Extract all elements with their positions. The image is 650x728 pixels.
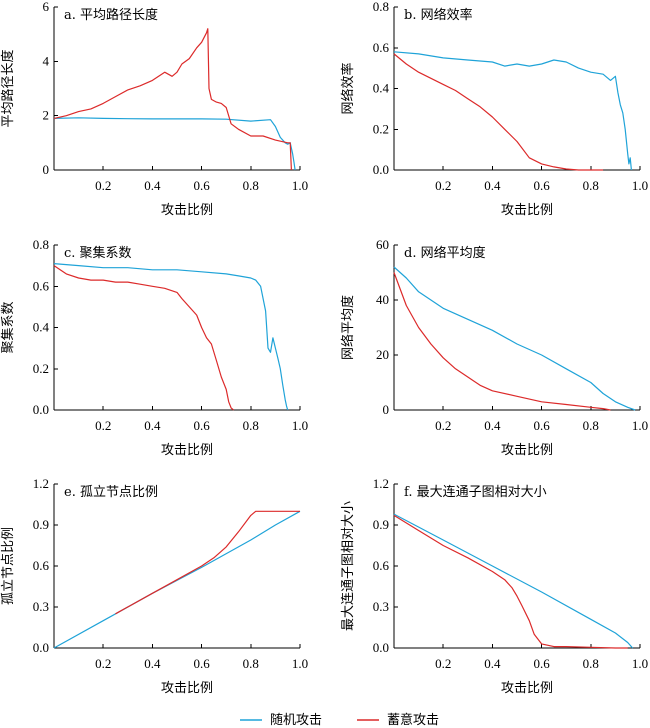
y-tick-label: 0: [43, 162, 50, 177]
x-axis-title: 攻击比例: [501, 203, 553, 218]
y-axis-title: 网络效率: [340, 62, 356, 114]
series-line-random: [393, 51, 632, 171]
series-line-random: [53, 510, 301, 649]
x-tick-label: 0.8: [243, 418, 259, 433]
x-tick-label: 0.2: [95, 178, 111, 193]
legend: 随机攻击 蓄意攻击: [240, 712, 439, 728]
y-tick-label: 20: [376, 347, 389, 362]
panel-b: 0.0 0.2 0.4 0.6 0.8 0.2 0.4 0.6 0.8 1.0 b. 网络效率攻击比…: [340, 0, 648, 218]
y-tick-label: 0.0: [33, 640, 49, 655]
x-tick-label: 0.4: [484, 418, 501, 433]
y-tick-label: 0.3: [373, 599, 389, 614]
panel-e: 0.0 0.3 0.6 0.9 1.2 0.2 0.4 0.6 0.8 1.0 e. 孤立节点比例攻…: [1, 476, 308, 696]
x-tick-label: 0.8: [583, 656, 599, 671]
y-tick-label: 1.2: [373, 476, 389, 491]
x-tick-label: 0.4: [484, 656, 501, 671]
x-tick-label: 1.0: [632, 418, 648, 433]
series-line-random: [53, 117, 296, 171]
x-tick-label: 0.4: [144, 418, 161, 433]
y-tick-label: 0.6: [33, 558, 50, 573]
x-tick-label: 0.8: [243, 656, 259, 671]
panel-title: f. 最大连通子图相对大小: [404, 484, 547, 500]
x-tick-label: 0.2: [435, 178, 451, 193]
y-tick-label: 0.9: [33, 517, 49, 532]
x-tick-label: 0.6: [533, 656, 550, 671]
y-tick-label: 0.8: [33, 237, 49, 252]
x-tick-label: 0.4: [144, 178, 161, 193]
y-axis-title: 孤立节点比例: [1, 527, 16, 605]
y-tick-label: 0.3: [33, 599, 49, 614]
x-tick-label: 0.2: [95, 656, 111, 671]
legend-label-targeted: 蓄意攻击: [387, 712, 439, 728]
x-tick-label: 0.4: [484, 178, 501, 193]
y-axis-title: 网络平均度: [340, 295, 356, 360]
x-tick-label: 0.8: [583, 418, 599, 433]
y-tick-label: 0.6: [373, 40, 390, 55]
series-line-targeted: [393, 514, 628, 649]
y-tick-label: 0.0: [33, 402, 49, 417]
x-tick-label: 1.0: [292, 418, 308, 433]
x-tick-label: 0.6: [193, 178, 210, 193]
x-tick-label: 0.2: [435, 418, 451, 433]
y-tick-label: 0.0: [373, 640, 389, 655]
y-tick-label: 0.4: [33, 320, 50, 335]
x-tick-label: 0.2: [435, 656, 451, 671]
y-tick-label: 0.6: [33, 278, 50, 293]
x-tick-label: 0.6: [193, 418, 210, 433]
x-axis-title: 攻击比例: [501, 443, 553, 458]
y-tick-label: 4: [43, 53, 50, 68]
series-line-targeted: [393, 272, 611, 411]
x-tick-label: 0.8: [583, 178, 599, 193]
x-axis-title: 攻击比例: [161, 443, 213, 458]
y-tick-label: 1.2: [33, 476, 49, 491]
panel-title: a. 平均路径长度: [64, 7, 158, 23]
y-tick-label: 40: [376, 292, 389, 307]
series-line-targeted: [393, 53, 604, 171]
y-tick-label: 0.8: [373, 0, 389, 14]
y-tick-label: 0.9: [373, 517, 389, 532]
series-line-targeted: [115, 510, 300, 615]
panel-title: e. 孤立节点比例: [64, 485, 158, 500]
y-tick-label: 0.6: [373, 558, 390, 573]
x-tick-label: 1.0: [292, 656, 308, 671]
y-tick-label: 0.4: [373, 81, 390, 96]
panel-c: 0.0 0.2 0.4 0.6 0.8 0.2 0.4 0.6 0.8 1.0 c. 聚集系数攻击比…: [0, 237, 308, 458]
series-line-random: [393, 513, 634, 649]
y-tick-label: 60: [376, 237, 389, 252]
y-axis-title: 平均路径长度: [0, 49, 16, 127]
x-tick-label: 1.0: [632, 178, 648, 193]
x-tick-label: 0.6: [533, 418, 550, 433]
x-tick-label: 1.0: [292, 178, 308, 193]
series-line-targeted: [53, 265, 234, 411]
series-line-random: [53, 263, 289, 411]
series-line-targeted: [53, 28, 292, 171]
panel-title: b. 网络效率: [404, 7, 473, 23]
x-tick-label: 0.2: [95, 418, 111, 433]
y-tick-label: 0.2: [373, 121, 389, 136]
x-tick-label: 0.6: [193, 656, 210, 671]
series-line-random: [393, 266, 636, 411]
x-axis-title: 攻击比例: [161, 681, 213, 696]
legend-label-random: 随机攻击: [270, 713, 322, 728]
x-tick-label: 0.6: [533, 178, 550, 193]
y-tick-label: 2: [43, 108, 50, 123]
x-axis-title: 攻击比例: [501, 681, 553, 696]
y-axis-title: 聚集系数: [0, 301, 16, 353]
y-tick-label: 6: [43, 0, 50, 14]
x-axis-title: 攻击比例: [161, 203, 213, 218]
x-tick-label: 1.0: [632, 656, 648, 671]
panel-title: d. 网络平均度: [404, 245, 486, 261]
y-tick-label: 0.0: [373, 162, 389, 177]
y-axis-title: 最大连通子图相对大小: [340, 501, 356, 631]
x-tick-label: 0.4: [144, 656, 161, 671]
panel-f: 0.0 0.3 0.6 0.9 1.2 0.2 0.4 0.6 0.8 1.0 f. 最大连通子图相…: [340, 476, 648, 696]
y-tick-label: 0: [383, 402, 390, 417]
x-tick-label: 0.8: [243, 178, 259, 193]
y-tick-label: 0.2: [33, 361, 49, 376]
panel-title: c. 聚集系数: [64, 245, 132, 261]
